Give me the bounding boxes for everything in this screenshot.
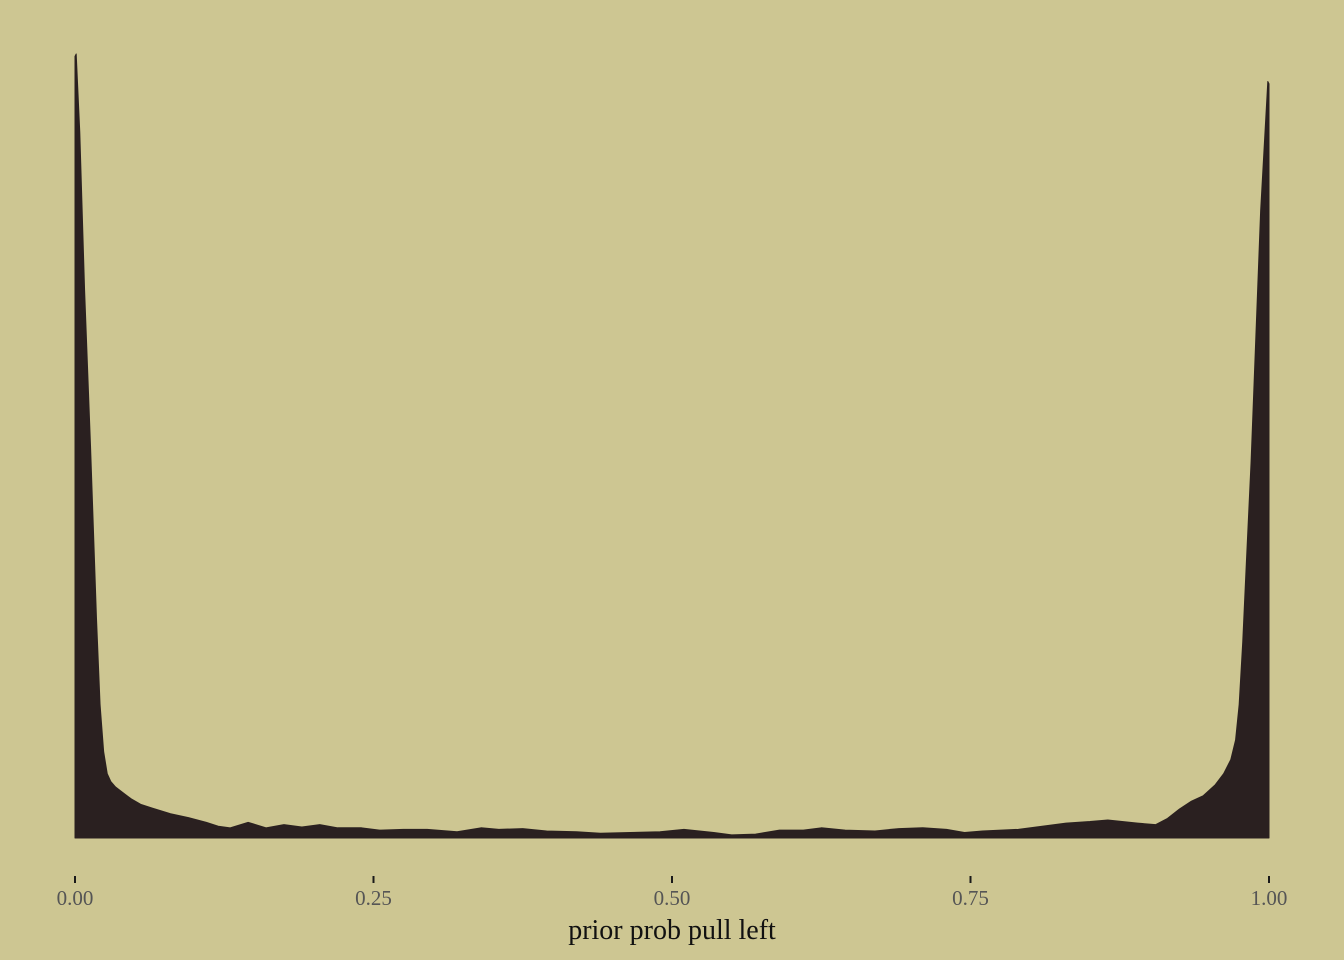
x-axis: 0.00 0.25 0.50 0.75 1.00 (57, 876, 1288, 910)
x-tick-label: 0.25 (355, 886, 392, 910)
x-axis-title: prior prob pull left (568, 915, 776, 946)
x-tick-label: 0.75 (952, 886, 989, 910)
density-area (74, 53, 1270, 839)
x-tick-label: 1.00 (1251, 886, 1288, 910)
plot-area (74, 53, 1270, 839)
x-tick-label: 0.50 (654, 886, 691, 910)
x-tick-label: 0.00 (57, 886, 94, 910)
